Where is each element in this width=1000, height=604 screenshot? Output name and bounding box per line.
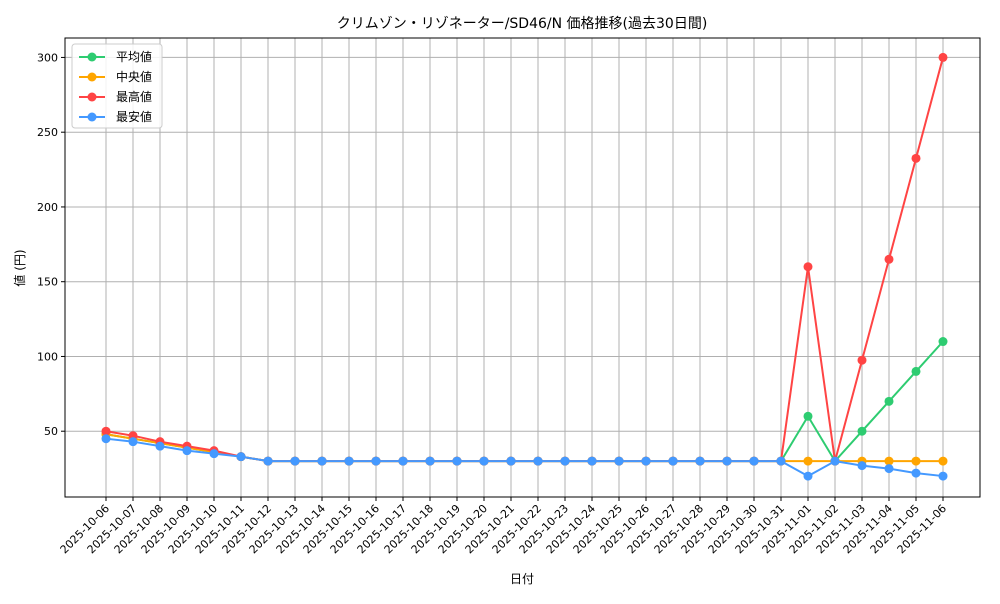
- data-point: [776, 456, 786, 466]
- series-line-3: [105, 437, 944, 478]
- legend-marker: [87, 112, 97, 122]
- y-tick-label: 200: [37, 201, 58, 214]
- y-tick-label: 100: [37, 350, 58, 363]
- data-point: [425, 456, 435, 466]
- data-point: [560, 456, 570, 466]
- data-point: [101, 426, 111, 436]
- legend-marker: [87, 72, 97, 82]
- series-line-0: [105, 340, 944, 463]
- data-point: [128, 437, 138, 447]
- y-tick-label: 50: [44, 425, 58, 438]
- chart-title: クリムゾン・リゾネーター/SD46/N 価格推移(過去30日間): [337, 16, 708, 32]
- data-point: [101, 434, 111, 444]
- data-point: [695, 456, 705, 466]
- data-point: [344, 456, 354, 466]
- data-point: [803, 456, 813, 466]
- legend-marker: [87, 52, 97, 62]
- legend-label: 平均値: [116, 49, 152, 64]
- data-point: [641, 456, 651, 466]
- data-point: [938, 52, 948, 62]
- legend-marker: [87, 92, 97, 102]
- data-point: [209, 449, 219, 459]
- y-axis-label: 値 (円): [12, 249, 27, 286]
- data-point: [452, 456, 462, 466]
- data-point: [155, 441, 165, 451]
- data-point: [830, 456, 840, 466]
- legend-label: 中央値: [116, 69, 152, 84]
- data-point: [533, 456, 543, 466]
- data-point: [317, 456, 327, 466]
- data-point: [911, 366, 921, 376]
- data-point: [614, 456, 624, 466]
- data-point: [182, 446, 192, 456]
- data-point: [236, 452, 246, 462]
- data-point: [506, 456, 516, 466]
- data-point: [722, 456, 732, 466]
- data-point: [884, 456, 894, 466]
- y-tick-label: 300: [37, 51, 58, 64]
- data-point: [803, 262, 813, 272]
- data-point: [803, 471, 813, 481]
- data-point: [857, 426, 867, 436]
- data-point: [290, 456, 300, 466]
- data-point: [911, 153, 921, 163]
- data-point: [884, 464, 894, 474]
- data-point: [857, 355, 867, 365]
- data-point: [479, 456, 489, 466]
- data-point: [668, 456, 678, 466]
- data-point: [749, 456, 759, 466]
- series-line-1: [105, 433, 943, 463]
- data-point: [911, 456, 921, 466]
- x-axis-label: 日付: [510, 572, 534, 586]
- data-point: [398, 456, 408, 466]
- data-point: [803, 411, 813, 421]
- plot-frame: [64, 37, 981, 498]
- data-point: [587, 456, 597, 466]
- data-point: [857, 461, 867, 471]
- data-point: [884, 396, 894, 406]
- y-tick-label: 250: [37, 126, 58, 139]
- legend-box: [71, 43, 163, 129]
- data-point: [938, 471, 948, 481]
- data-point: [371, 456, 381, 466]
- legend-label: 最高値: [116, 89, 152, 104]
- y-tick-label: 150: [37, 276, 58, 289]
- data-point: [938, 337, 948, 347]
- series-line-2: [105, 57, 944, 463]
- data-point: [911, 468, 921, 478]
- legend-label: 最安値: [116, 109, 152, 124]
- data-point: [884, 254, 894, 264]
- data-point: [263, 456, 273, 466]
- data-point: [938, 456, 948, 466]
